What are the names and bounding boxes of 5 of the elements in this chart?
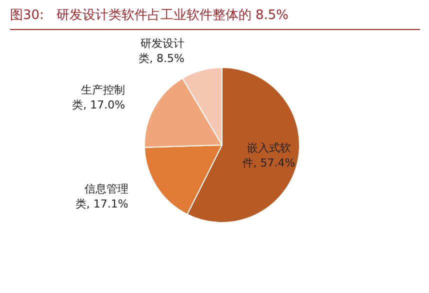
slice-label: 嵌入式软件, 57.4%	[242, 141, 296, 170]
slice-label: 生产控制类, 17.0%	[72, 84, 126, 112]
slice-label: 信息管理类, 17.1%	[75, 182, 128, 211]
chart-title: 图30: 研发设计类软件占工业软件整体的 8.5%	[10, 6, 420, 30]
slice-label: 研发设计类, 8.5%	[138, 36, 184, 65]
